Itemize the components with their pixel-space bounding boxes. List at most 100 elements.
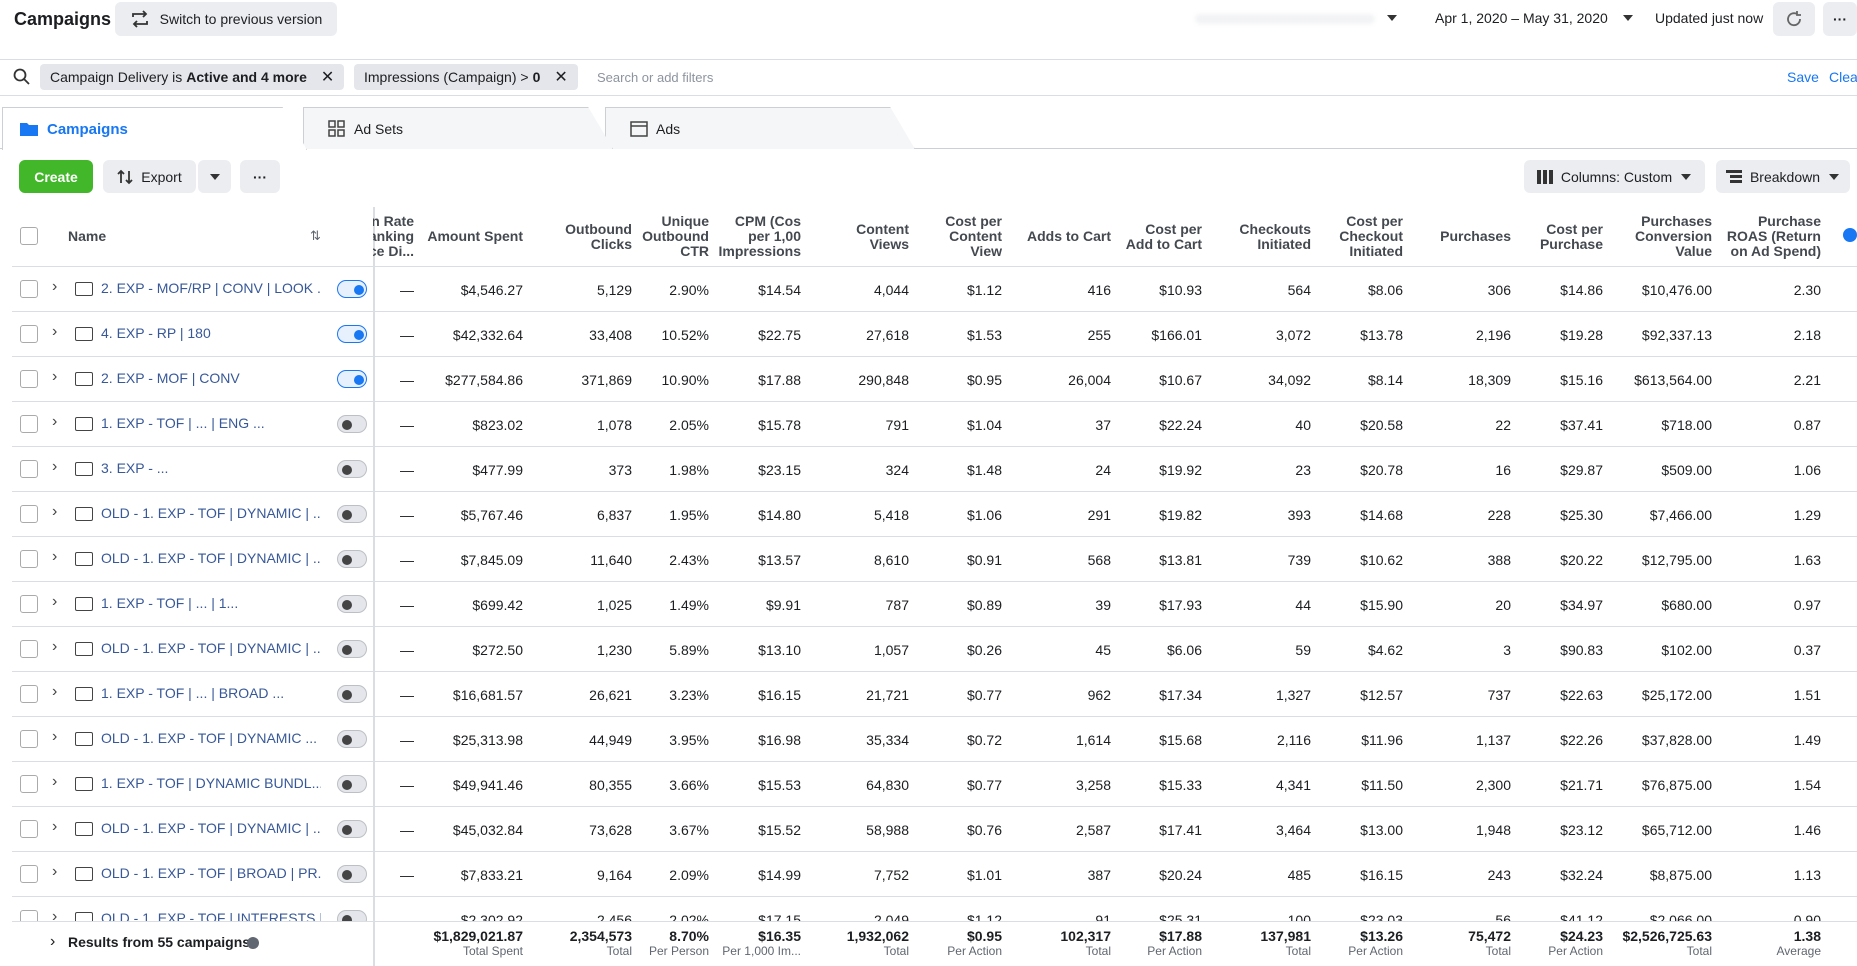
filter-chip[interactable]: Campaign Delivery is Active and 4 more ✕ [40,64,345,90]
delivery-toggle[interactable] [337,415,367,433]
clear-link[interactable]: Clea [1829,69,1857,85]
campaign-name[interactable]: OLD - 1. EXP - TOF | DYNAMIC ... [101,730,318,746]
tab[interactable]: Ad Sets [303,107,613,149]
filter-chip[interactable]: Impressions (Campaign) >0 ✕ [354,64,578,90]
col-header[interactable]: Unique Outbound CTR [642,213,709,259]
checkbox[interactable] [20,685,38,703]
col-header[interactable]: Cost per Add to Cart [1125,220,1202,252]
expand-chevron[interactable]: › [52,638,58,655]
export-button[interactable]: Export [103,160,196,193]
checkbox[interactable] [20,370,38,388]
campaign-name[interactable]: 2. EXP - MOF | CONV [101,370,240,386]
checkbox[interactable] [20,865,38,883]
col-header[interactable]: Cost per Content View [945,213,1002,259]
expand-chevron[interactable]: › [52,728,58,745]
campaign-name[interactable]: OLD - 1. EXP - TOF | DYNAMIC | ... [101,640,321,656]
save-link[interactable]: Save [1787,69,1819,85]
campaign-name[interactable]: 4. EXP - RP | 180 [101,325,211,341]
delivery-toggle[interactable] [337,325,367,343]
delivery-toggle[interactable] [337,595,367,613]
export-caret[interactable] [198,160,231,193]
delivery-toggle[interactable] [337,820,367,838]
checkbox[interactable] [20,820,38,838]
checkbox[interactable] [20,550,38,568]
expand-chevron[interactable]: › [52,278,58,295]
col-header[interactable]: Outbound Clicks [565,220,632,252]
col-header[interactable]: Purchases [1440,228,1511,244]
campaign-name[interactable]: OLD - 1. EXP - TOF | INTERESTS |... [101,910,321,921]
checkbox[interactable] [20,640,38,658]
col-header[interactable]: Content Views [856,220,909,252]
add-column[interactable] [1843,228,1857,242]
campaign-name[interactable]: 2. EXP - MOF/RP | CONV | LOOK ... [101,280,321,296]
footer-chevron[interactable]: › [50,933,56,950]
checkbox[interactable] [20,730,38,748]
account-caret[interactable] [1386,14,1398,22]
date-caret[interactable] [1622,14,1634,22]
col-header[interactable]: CPM (Cos per 1,00 Impressions [718,213,801,259]
expand-chevron[interactable]: › [52,863,58,880]
campaign-name[interactable]: OLD - 1. EXP - TOF | DYNAMIC | ... [101,505,321,521]
switch-button[interactable]: Switch to previous version [115,2,337,36]
expand-chevron[interactable]: › [52,458,58,475]
columns-button[interactable]: Columns: Custom [1524,160,1705,193]
col-header[interactable]: Amount Spent [427,228,523,244]
delivery-toggle[interactable] [337,550,367,568]
col-header[interactable]: Cost per Purchase [1539,220,1603,252]
col-header[interactable]: Purchases Conversion Value [1634,213,1712,259]
tab[interactable]: Ads [605,107,915,149]
checkbox[interactable] [20,460,38,478]
breakdown-button[interactable]: Breakdown [1716,160,1850,193]
expand-chevron[interactable]: › [52,683,58,700]
tab-active[interactable]: Campaigns [2,107,307,150]
delivery-toggle[interactable] [337,865,367,883]
delivery-toggle[interactable] [337,910,367,921]
campaign-name[interactable]: OLD - 1. EXP - TOF | DYNAMIC | ... [101,550,321,566]
checkbox[interactable] [20,280,38,298]
header-checkbox[interactable] [20,227,38,245]
delivery-toggle[interactable] [337,370,367,388]
col-header[interactable]: Name [68,228,107,244]
delivery-toggle[interactable] [337,460,367,478]
expand-chevron[interactable]: › [52,818,58,835]
checkbox[interactable] [20,415,38,433]
campaign-name[interactable]: 1. EXP - TOF | ... | ENG ... [101,415,265,431]
delivery-toggle[interactable] [337,730,367,748]
chip-remove[interactable]: ✕ [554,69,568,86]
expand-chevron[interactable]: › [52,773,58,790]
checkbox[interactable] [20,595,38,613]
col-header[interactable]: Checkouts Initiated [1239,220,1311,252]
delivery-toggle[interactable] [337,280,367,298]
delivery-toggle[interactable] [337,640,367,658]
date-range[interactable]: Apr 1, 2020 – May 31, 2020 [1435,10,1608,26]
expand-chevron[interactable]: › [52,908,58,921]
checkbox[interactable] [20,325,38,343]
sort-icon[interactable]: ⇅ [310,228,321,243]
checkbox[interactable] [20,775,38,793]
delivery-toggle[interactable] [337,685,367,703]
checkbox[interactable] [20,505,38,523]
campaign-name[interactable]: 1. EXP - TOF | ... | BROAD ... [101,685,285,701]
expand-chevron[interactable]: › [52,413,58,430]
toolbar-more[interactable]: ··· [240,160,280,193]
campaign-name[interactable]: 3. EXP - ... [101,460,169,476]
expand-chevron[interactable]: › [52,503,58,520]
more-button[interactable]: ··· [1823,2,1857,36]
delivery-toggle[interactable] [337,775,367,793]
expand-chevron[interactable]: › [52,548,58,565]
expand-chevron[interactable]: › [52,323,58,340]
col-header[interactable]: Cost per Checkout Initiated [1339,213,1403,259]
col-header[interactable]: Purchase ROAS (Return on Ad Spend) [1726,213,1821,259]
create-button[interactable]: Create [19,160,93,193]
refresh-button[interactable] [1773,2,1815,36]
campaign-name[interactable]: 1. EXP - TOF | ... | 1... [101,595,239,611]
filter-placeholder[interactable]: Search or add filters [597,70,714,85]
expand-chevron[interactable]: › [52,593,58,610]
expand-chevron[interactable]: › [52,368,58,385]
campaign-name[interactable]: OLD - 1. EXP - TOF | BROAD | PR... [101,865,321,881]
col-header[interactable]: Adds to Cart [1027,228,1111,244]
campaign-name[interactable]: 1. EXP - TOF | DYNAMIC BUNDL... [101,775,321,791]
col-header[interactable]: n Rate anking ce Di... [373,213,415,259]
campaign-name[interactable]: OLD - 1. EXP - TOF | DYNAMIC | ... [101,820,321,836]
delivery-toggle[interactable] [337,505,367,523]
